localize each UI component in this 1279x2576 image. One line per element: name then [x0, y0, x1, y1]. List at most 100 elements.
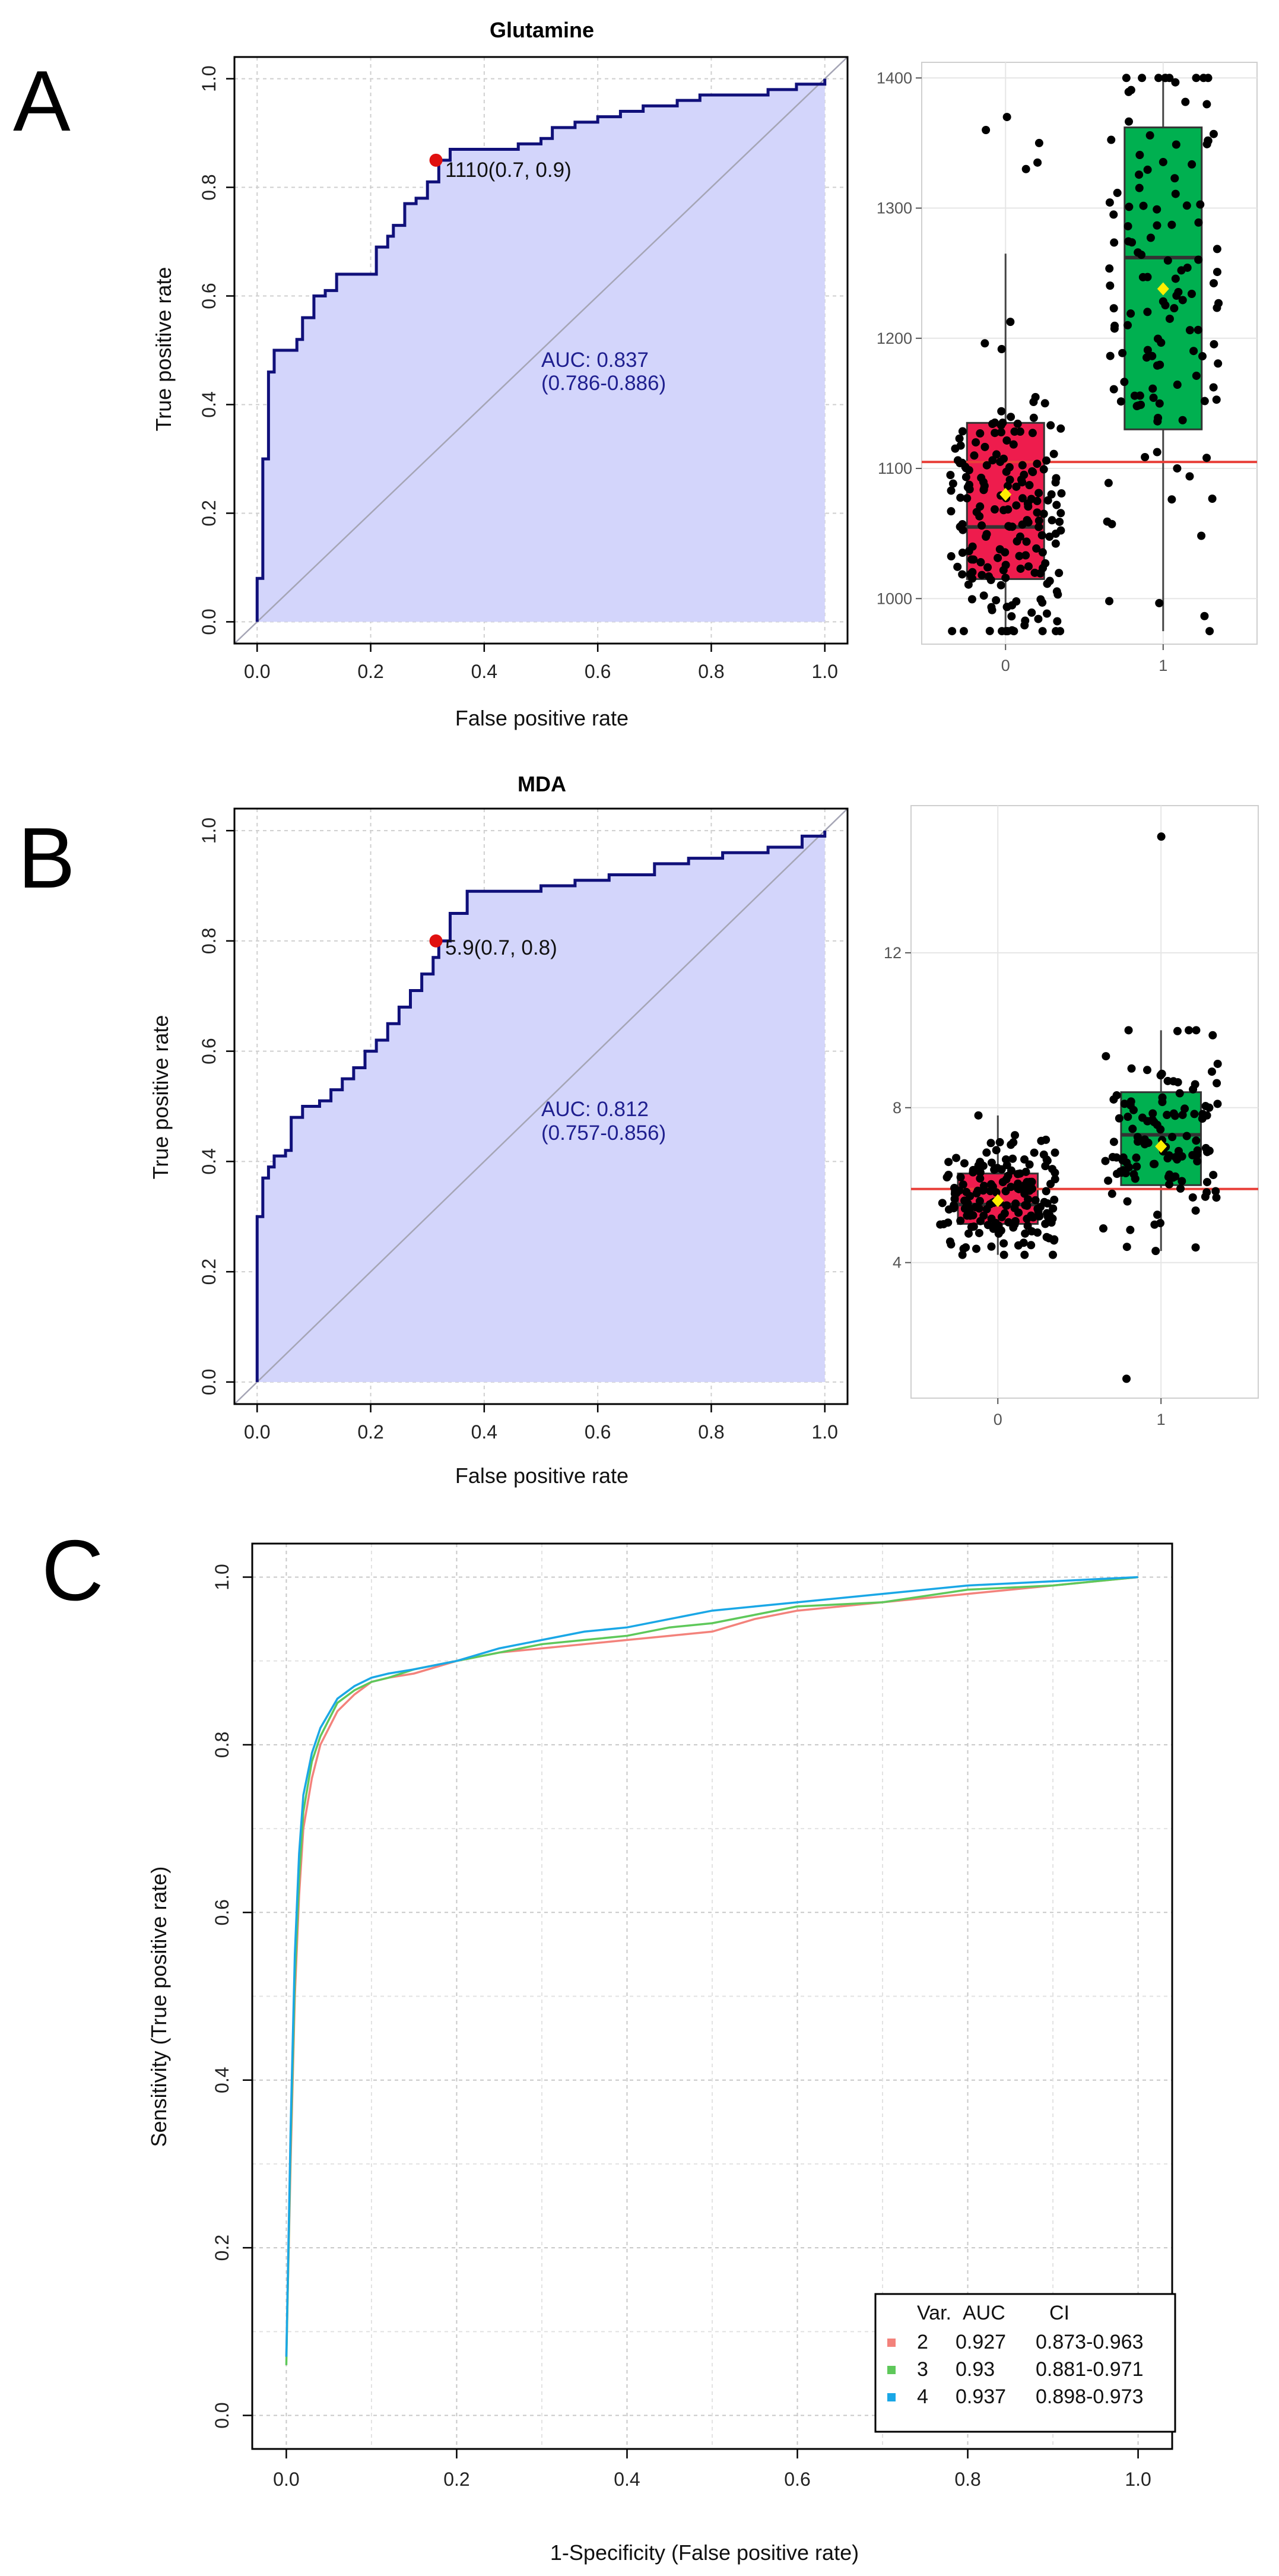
glutamine-point-group0-90 — [979, 485, 988, 494]
mda-point-group0-127 — [987, 1158, 996, 1167]
mda-point-group0-160 — [1021, 1229, 1030, 1238]
legend-auc-3: 0.93 — [956, 2358, 995, 2381]
mda-point-group1-101 — [1190, 1110, 1199, 1119]
glutamine-point-group0-182 — [999, 506, 1008, 515]
glutamine-xtick-label-4: 0.8 — [698, 661, 724, 682]
mda-point-group1-108 — [1171, 1153, 1180, 1162]
glutamine-point-group0-186 — [1047, 490, 1056, 499]
glutamine-point-group0-10 — [997, 407, 1006, 416]
glutamine-point-group1-28 — [1155, 399, 1164, 408]
glutamine-point-group1-94 — [1153, 221, 1161, 230]
glutamine-point-group0-39 — [948, 627, 957, 636]
glutamine-point-group1-112 — [1104, 479, 1113, 487]
glutamine-point-group0-77 — [946, 471, 955, 480]
glutamine-point-group0-80 — [1012, 501, 1021, 510]
mda-point-group0-117 — [1051, 1175, 1059, 1184]
glutamine-point-group0-179 — [1020, 470, 1029, 479]
mda-point-group0-134 — [967, 1222, 976, 1231]
glutamine-point-group0-183 — [951, 444, 960, 453]
mda-point-group0-7 — [1008, 1154, 1017, 1163]
mda-point-group0-71 — [1014, 1241, 1023, 1250]
glutamine-ytick-label-0: 0.0 — [198, 609, 220, 635]
mda-point-group1-118 — [1127, 1064, 1136, 1073]
glutamine-point-group1-9 — [1135, 170, 1144, 179]
glutamine-point-group1-89 — [1213, 303, 1221, 312]
glutamine-point-group1-43 — [1139, 201, 1148, 210]
mda-xtick-label-0: 0.0 — [244, 1421, 270, 1443]
mda-point-group1-89 — [1178, 1177, 1186, 1186]
mda-point-group0-124 — [986, 1139, 995, 1148]
glutamine-point-group0-177 — [1002, 467, 1011, 476]
glutamine-point-group0-33 — [977, 473, 986, 482]
mda-point-group0-140 — [958, 1250, 967, 1259]
glutamine-point-group0-103 — [1036, 569, 1045, 578]
mda-point-group0-139 — [1033, 1228, 1042, 1237]
mda-ytick-label-3: 0.6 — [198, 1038, 220, 1064]
glutamine-point-group0-143 — [958, 549, 967, 557]
glutamine-box-ytick-label-1: 1100 — [878, 460, 912, 477]
combined-ytick-label-4: 0.8 — [211, 1732, 233, 1758]
glutamine-point-group0-160 — [1055, 517, 1064, 526]
glutamine-point-group1-49 — [1167, 495, 1176, 504]
glutamine-point-group0-62 — [976, 429, 985, 438]
mda-point-group0-45 — [975, 1197, 984, 1206]
glutamine-point-group0-73 — [982, 532, 991, 541]
glutamine-cutoff-point — [429, 153, 443, 167]
glutamine-point-group1-17 — [1118, 348, 1127, 357]
mda-xtick-label-1: 0.2 — [357, 1421, 383, 1443]
glutamine-point-group0-141 — [976, 558, 985, 567]
glutamine-chance-line — [234, 56, 848, 644]
mda-point-group1-0 — [1142, 1066, 1151, 1075]
mda-point-group1-72 — [1132, 1154, 1141, 1162]
mda-point-group1-13 — [1213, 1100, 1222, 1108]
glutamine-point-group0-38 — [1057, 489, 1066, 498]
glutamine-mean-1 — [1157, 282, 1169, 296]
glutamine-point-group0-146 — [1034, 614, 1043, 623]
glutamine-point-group1-10 — [1178, 416, 1187, 424]
glutamine-ytick-label-3: 0.6 — [198, 283, 220, 309]
glutamine-point-group0-180 — [1039, 509, 1048, 518]
glutamine-xtick-label-1: 0.2 — [357, 661, 383, 682]
glutamine-point-group0-126 — [1052, 500, 1061, 509]
mda-auc-ci: (0.757-0.856) — [541, 1121, 666, 1145]
mda-point-group0-102 — [938, 1199, 947, 1208]
glutamine-point-group1-114 — [1182, 201, 1191, 210]
mda-point-group0-96 — [1041, 1219, 1050, 1228]
glutamine-point-group1-72 — [1143, 308, 1152, 316]
glutamine-point-group1-107 — [1153, 205, 1161, 214]
mda-point-group0-91 — [982, 1205, 991, 1213]
legend-header-var: Var. — [917, 2302, 951, 2324]
glutamine-box-xtick-label-1: 1 — [1159, 657, 1167, 674]
glutamine-point-group1-3 — [1200, 611, 1209, 620]
combined-legend: Var. AUC CI 2 0.927 0.873-0.963 3 0.93 0… — [874, 2293, 1176, 2433]
glutamine-point-group0-166 — [1021, 551, 1030, 560]
mda-point-group0-130 — [972, 1244, 980, 1253]
glutamine-point-group0-47 — [988, 420, 997, 429]
glutamine-point-group1-46 — [1170, 174, 1179, 183]
glutamine-point-group0-69 — [1025, 481, 1034, 490]
glutamine-point-group1-6 — [1141, 452, 1150, 461]
mda-point-group1-102 — [1107, 1189, 1116, 1198]
mda-point-group0-170 — [1010, 1203, 1019, 1212]
mda-point-group1-57 — [1123, 1197, 1132, 1206]
glutamine-point-group1-66 — [1153, 417, 1162, 426]
glutamine-ytick-label-2: 0.4 — [198, 391, 220, 417]
mda-chance-line — [234, 808, 848, 1405]
mda-point-group1-91 — [1131, 1174, 1140, 1183]
mda-mean-0 — [992, 1194, 1004, 1208]
glutamine-point-group1-99 — [1208, 494, 1217, 503]
mda-point-group0-116 — [960, 1204, 969, 1213]
glutamine-roc-chart: 0.0 0.2 0.4 0.6 0.8 1.0 0.0 0.2 0.4 0.6 0.8 1.0 Glu… — [151, 18, 849, 730]
mda-point-group0-95 — [999, 1250, 1008, 1259]
glutamine-point-group0-138 — [1034, 517, 1043, 525]
glutamine-point-group1-123 — [1120, 378, 1129, 386]
mda-point-group0-147 — [1043, 1156, 1052, 1165]
glutamine-point-group1-119 — [1149, 394, 1158, 403]
mda-point-group0-22 — [1013, 1170, 1022, 1178]
glutamine-point-group0-92 — [963, 494, 972, 503]
mda-point-group0-171 — [961, 1243, 970, 1252]
mda-point-group0-35 — [975, 1228, 983, 1237]
mda-box-xtick-label-1: 1 — [1157, 1411, 1166, 1428]
glutamine-point-group1-93 — [1124, 321, 1132, 329]
